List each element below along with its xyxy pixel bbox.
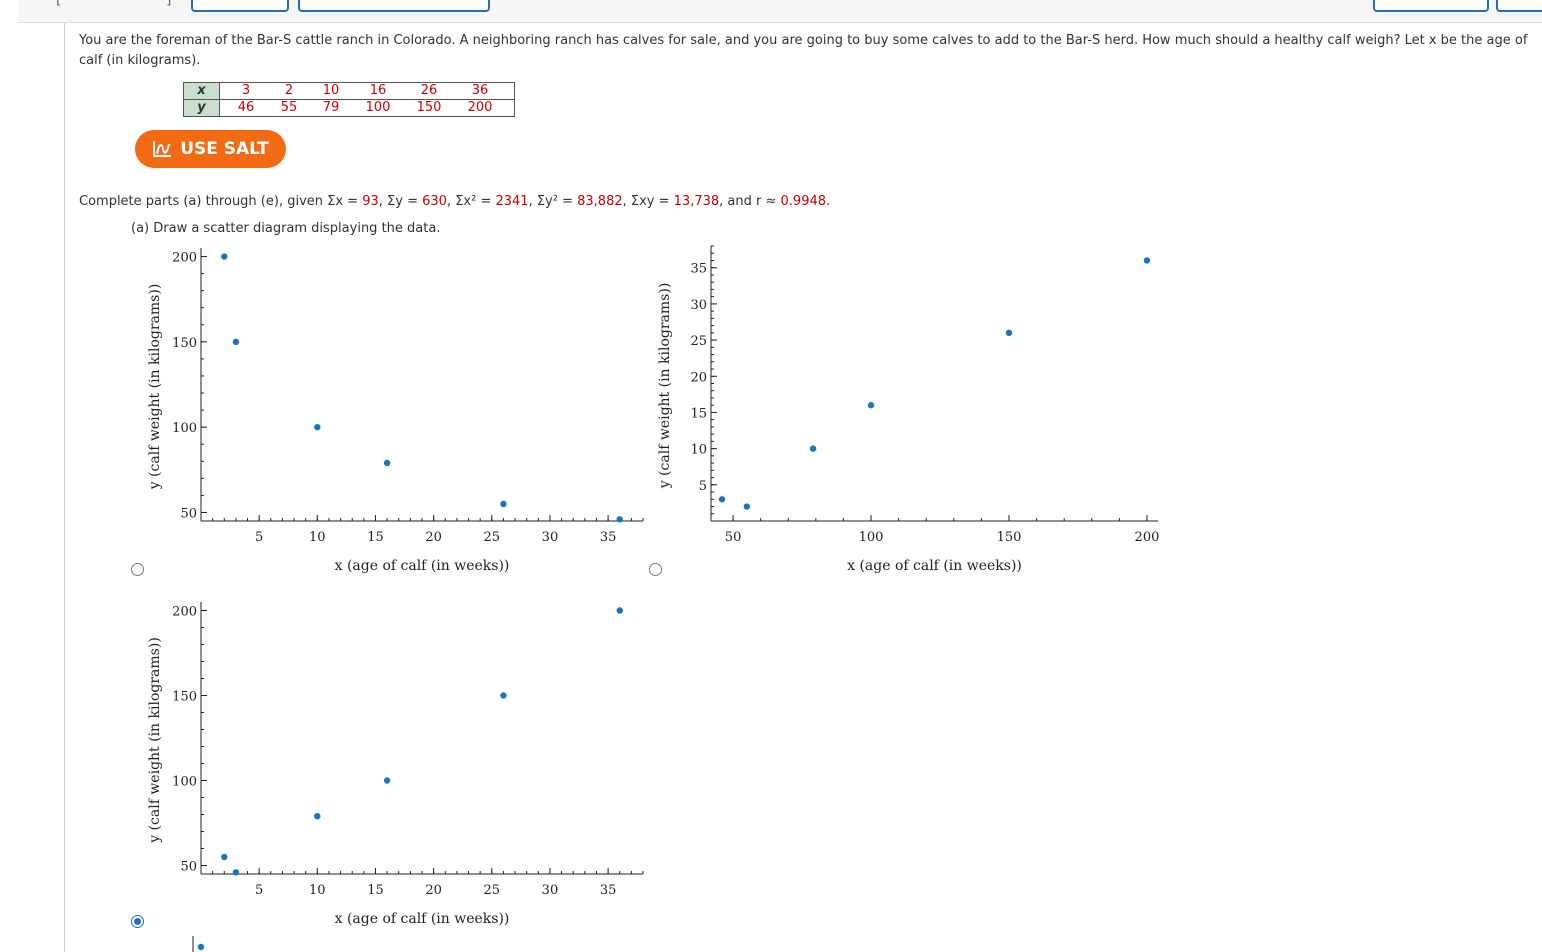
data-point bbox=[500, 692, 506, 698]
x-tick-label: 15 bbox=[367, 530, 384, 545]
y-axis-label: y (calf weight (in kilograms)) bbox=[657, 283, 673, 490]
data-point bbox=[1006, 330, 1012, 336]
y-tick-label: 150 bbox=[172, 336, 197, 351]
y-tick-label: 150 bbox=[172, 690, 197, 705]
data-point bbox=[314, 424, 320, 430]
y-tick-label: 35 bbox=[690, 262, 707, 277]
x-tick-label: 50 bbox=[725, 530, 742, 545]
data-point bbox=[617, 607, 623, 613]
x-axis-label: x (age of calf (in weeks)) bbox=[335, 911, 510, 927]
data-point bbox=[233, 869, 239, 875]
x-tick-label: 5 bbox=[255, 883, 263, 898]
y-tick-label: 15 bbox=[690, 406, 707, 421]
y-tick-label: 25 bbox=[690, 334, 707, 349]
y-tick-label: 100 bbox=[172, 775, 197, 790]
x-tick-label: 5 bbox=[255, 530, 263, 545]
data-point-partial bbox=[198, 944, 204, 950]
x-tick-label: 35 bbox=[600, 530, 617, 545]
x-axis-label: x (age of calf (in weeks)) bbox=[335, 558, 510, 574]
data-point bbox=[221, 854, 227, 860]
data-point bbox=[719, 496, 725, 502]
scatter-plots: 5 10 15 20 25 30 35 50 100 150 200 x (age of calf (… bbox=[0, 0, 1542, 952]
y-axis-label: y (calf weight (in kilograms)) bbox=[147, 637, 163, 844]
data-point bbox=[500, 501, 506, 507]
x-tick-label: 10 bbox=[309, 883, 326, 898]
data-point bbox=[384, 460, 390, 466]
x-tick-label: 25 bbox=[484, 883, 501, 898]
data-point bbox=[868, 402, 874, 408]
x-tick-label: 100 bbox=[859, 530, 884, 545]
x-tick-label: 200 bbox=[1135, 530, 1160, 545]
y-axis-label: y (calf weight (in kilograms)) bbox=[147, 284, 163, 491]
x-tick-label: 20 bbox=[425, 530, 442, 545]
x-tick-label: 35 bbox=[600, 883, 617, 898]
data-point bbox=[744, 503, 750, 509]
y-tick-label: 100 bbox=[172, 421, 197, 436]
data-point bbox=[617, 516, 623, 522]
x-tick-label: 25 bbox=[484, 530, 501, 545]
data-point bbox=[384, 777, 390, 783]
y-tick-label: 200 bbox=[172, 251, 197, 266]
data-point bbox=[810, 445, 816, 451]
data-point bbox=[1144, 257, 1150, 263]
x-tick-label: 30 bbox=[542, 530, 559, 545]
y-tick-label: 10 bbox=[690, 443, 707, 458]
x-tick-label: 20 bbox=[425, 883, 442, 898]
x-tick-label: 150 bbox=[997, 530, 1022, 545]
y-tick-label: 20 bbox=[690, 370, 707, 385]
x-tick-label: 15 bbox=[367, 883, 384, 898]
y-tick-label: 200 bbox=[172, 605, 197, 620]
x-axis-label: x (age of calf (in weeks)) bbox=[847, 558, 1022, 574]
x-tick-label: 30 bbox=[542, 883, 559, 898]
y-tick-label: 50 bbox=[180, 506, 197, 521]
y-tick-label: 30 bbox=[690, 298, 707, 313]
data-point bbox=[314, 813, 320, 819]
x-tick-label: 10 bbox=[309, 530, 326, 545]
data-point bbox=[233, 339, 239, 345]
y-tick-label: 5 bbox=[699, 479, 707, 494]
data-point bbox=[221, 253, 227, 259]
y-tick-label: 50 bbox=[180, 860, 197, 875]
